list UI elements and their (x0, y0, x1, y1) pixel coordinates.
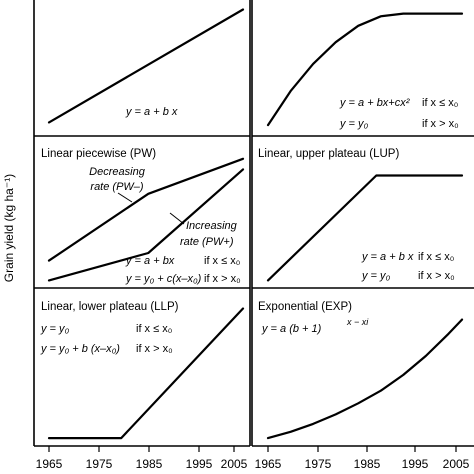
panel-exp-title: Exponential (EXP) (258, 301, 352, 313)
x-ticks-right: 1965 1975 1985 1995 2005 (255, 446, 470, 471)
panel-linear-upper-plateau: Linear, upper plateau (LUP) y = a + b x … (251, 136, 474, 289)
panel-lup-eq1-cond: if x ≤ x₀ (418, 251, 454, 263)
x-tick-label: 1985 (136, 457, 163, 471)
x-tick-label: 1965 (255, 457, 282, 471)
pw-series-line-0 (47, 157, 245, 262)
panel-pw-title: Linear piecewise (PW) (41, 148, 156, 160)
panel-pw-eq2-expr: y = y₀ + c(x–x₀) (125, 273, 202, 285)
panel-lup-eq2-cond: if x > x₀ (418, 270, 455, 282)
x-tick-label: 2005 (221, 457, 248, 471)
panel-llp-eq1-cond: if x ≤ x₀ (136, 323, 172, 335)
panel-llp-eq2-expr: y = y₀ + b (x–x₀) (40, 343, 120, 355)
pw-plus-label-2: rate (PW+) (180, 236, 234, 248)
piecewise-curve-group (47, 157, 245, 282)
x-tick-label: 1975 (86, 457, 113, 471)
lup-series-line-0 (266, 174, 464, 282)
pw-series-line-1 (47, 168, 245, 282)
panel-llp-eq1-expr: y = y₀ (40, 323, 70, 335)
x-tick-label: 2005 (443, 457, 470, 471)
pw-minus-leader (117, 192, 133, 203)
linear-curve-group (47, 8, 245, 124)
x-tick-label: 1995 (186, 457, 213, 471)
panel-quadratic-eq2-cond: if x > x₀ (422, 118, 459, 130)
exp-series-line-0 (266, 318, 464, 440)
panel-quadratic-plateau: y = a + bx+cx² if x ≤ x₀ y = y₀ if x > x… (251, 0, 474, 137)
x-tick-label: 1965 (36, 457, 63, 471)
linear-series-line-0 (47, 8, 245, 124)
panel-linear: y = a + b x (33, 0, 251, 137)
panel-quadratic-eq1-cond: if x ≤ x₀ (422, 97, 458, 109)
lower-plateau-curve-group (47, 307, 245, 440)
panel-linear-piecewise: Linear piecewise (PW) Decreasing rate (P… (33, 136, 251, 289)
panel-pw-eq2-cond: if x > x₀ (204, 273, 241, 285)
panel-lup-eq1-expr: y = a + b x (361, 251, 414, 263)
panel-quadratic-eq2-expr: y = y₀ (339, 118, 369, 130)
panel-exponential: Exponential (EXP) y = a (b + 1) x − xi 1… (251, 288, 474, 471)
exponential-curve-group (266, 318, 464, 440)
pw-plus-label-1: Increasing (186, 220, 238, 232)
llp-series-line-0 (47, 307, 245, 440)
x-tick-label: 1975 (305, 457, 332, 471)
panel-linear-eq-expr: y = a + b x (125, 106, 178, 118)
x-ticks-left: 1965 1975 1985 1995 2005 (36, 446, 248, 471)
panel-pw-eq1-expr: y = a + bx (125, 255, 175, 267)
x-tick-label: 1995 (402, 457, 429, 471)
quadratic-curve-group (266, 12, 464, 127)
pw-minus-label-2: rate (PW–) (90, 181, 144, 193)
panel-linear-lower-plateau: Linear, lower plateau (LLP) y = y₀ if x … (33, 288, 251, 471)
y-axis-label: Grain yield (kg ha⁻¹) (2, 174, 16, 282)
panel-llp-eq2-cond: if x > x₀ (136, 343, 173, 355)
panel-lup-eq2-expr: y = y₀ (361, 270, 391, 282)
panel-exp-eq-expr: y = a (b + 1) (261, 323, 322, 335)
pw-plus-leader (169, 212, 185, 225)
x-tick-label: 1985 (354, 457, 381, 471)
panel-llp-title: Linear, lower plateau (LLP) (41, 301, 179, 313)
pw-minus-label-1: Decreasing (89, 166, 146, 178)
panel-exp-eq-sup: x − xi (346, 317, 369, 327)
panel-lup-title: Linear, upper plateau (LUP) (258, 148, 399, 160)
upper-plateau-curve-group (266, 174, 464, 282)
panel-pw-eq1-cond: if x ≤ x₀ (204, 255, 240, 267)
quadratic-plateau-series-line-0 (266, 12, 464, 127)
panel-quadratic-eq1-expr: y = a + bx+cx² (339, 97, 410, 109)
